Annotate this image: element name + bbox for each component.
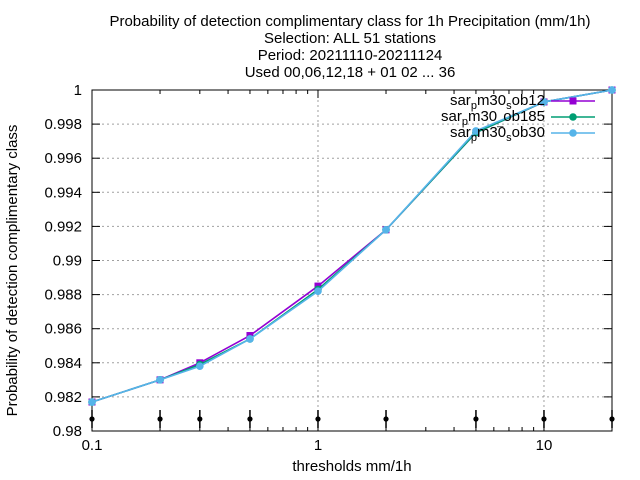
obs-marker-dot-1 <box>157 416 163 422</box>
legend-label-2: sarpm30_ob185 <box>441 108 545 128</box>
y-tick-label: 0.99 <box>53 253 82 270</box>
y-tick-label: 0.988 <box>44 287 82 304</box>
data-point-s3-6 <box>472 127 480 135</box>
chart-title-line-3: Period: 20211110-20211124 <box>258 47 443 64</box>
legend-label-3: sarpm30sob30 <box>450 124 545 144</box>
x-tick-label: 10 <box>536 437 553 454</box>
chart-title-line-2: Selection: ALL 51 stations <box>264 30 436 47</box>
legend-marker-2 <box>569 113 577 121</box>
x-axis-label: thresholds mm/1h <box>292 458 411 475</box>
y-tick-label: 0.984 <box>44 355 82 372</box>
legend-marker-1 <box>569 97 577 105</box>
chart-title-line-1: Probability of detection complimentary c… <box>109 13 590 30</box>
x-tick-label: 0.1 <box>82 437 103 454</box>
data-point-s3-3 <box>246 335 254 343</box>
y-tick-label: 0.994 <box>44 184 82 201</box>
legend-marker-3 <box>569 129 577 137</box>
y-tick-label: 0.98 <box>53 423 82 440</box>
data-point-s3-8 <box>608 86 616 94</box>
y-tick-label: 0.998 <box>44 116 82 133</box>
x-tick-label: 1 <box>314 437 322 454</box>
obs-marker-dot-3 <box>247 416 253 422</box>
y-tick-label: 0.982 <box>44 389 82 406</box>
obs-marker-dot-4 <box>315 416 321 422</box>
y-tick-label: 0.992 <box>44 218 82 235</box>
obs-marker-dot-0 <box>89 416 95 422</box>
data-point-s3-2 <box>196 362 204 371</box>
data-point-s3-0 <box>88 398 96 406</box>
obs-marker-dot-5 <box>383 416 389 422</box>
data-point-s3-5 <box>382 226 390 234</box>
y-axis-label: Probability of detection complimentary c… <box>4 125 21 417</box>
data-point-s3-1 <box>156 376 164 384</box>
legend-label-1: sarpm30sob12 <box>450 92 545 112</box>
data-point-s3-7 <box>540 98 548 106</box>
obs-marker-dot-8 <box>609 416 615 422</box>
y-tick-label: 1 <box>74 82 82 99</box>
y-tick-label: 0.996 <box>44 150 82 167</box>
y-tick-label: 0.986 <box>44 321 82 338</box>
obs-marker-dot-6 <box>473 416 479 422</box>
data-point-s3-4 <box>314 287 322 295</box>
obs-marker-dot-2 <box>197 416 203 422</box>
obs-marker-dot-7 <box>541 416 547 422</box>
chart-title-line-4: Used 00,06,12,18 + 01 02 ... 36 <box>245 64 456 81</box>
